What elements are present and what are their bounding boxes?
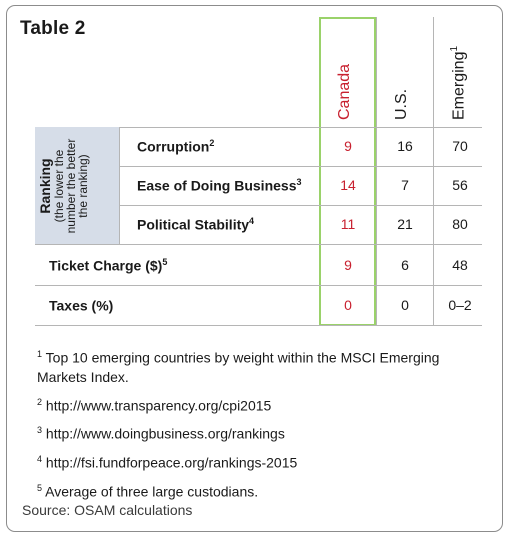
row-divider (35, 244, 482, 245)
row-divider (119, 166, 482, 167)
cell-ease-emerging: 56 (452, 177, 468, 193)
cell-stability-canada: 11 (340, 216, 356, 232)
cell-corruption-canada: 9 (344, 138, 352, 154)
column-header-emerging: Emerging1 (449, 45, 468, 120)
footnote: 5 Average of three large custodians. (37, 482, 259, 500)
row-label-ease-of-doing-business: Ease of Doing Business3 (137, 177, 302, 194)
cell-stability-emerging: 80 (452, 216, 468, 232)
source-note: Source: OSAM calculations (22, 502, 193, 518)
row-label-ticket-charge: Ticket Charge ($)5 (49, 257, 168, 274)
cell-ticket-emerging: 48 (452, 257, 468, 273)
ranking-group-label: Ranking (the lower the number the better… (37, 138, 90, 234)
cell-taxes-us: 0 (401, 297, 409, 313)
column-separator (433, 17, 434, 326)
cell-ease-us: 7 (401, 177, 409, 193)
footnote: 3 http://www.doingbusiness.org/rankings (37, 425, 285, 442)
row-divider (35, 325, 482, 326)
footnote: 2 http://www.transparency.org/cpi2015 (37, 396, 272, 414)
footnote: 1 Top 10 emerging countries by weight wi… (37, 349, 440, 385)
footnote: 4 http://fsi.fundforpeace.org/rankings-2… (37, 453, 298, 471)
row-divider (35, 285, 482, 286)
ranking-group-cell (35, 127, 119, 244)
column-separator (119, 127, 120, 244)
cell-taxes-canada: 0 (344, 297, 352, 313)
table-title: Table 2 (20, 18, 86, 39)
cell-ticket-canada: 9 (344, 257, 352, 273)
column-header-canada: Canada (336, 63, 353, 120)
column-header-us: U.S. (393, 88, 410, 120)
cell-ease-canada: 14 (340, 177, 356, 193)
cell-taxes-emerging: 0–2 (448, 297, 472, 313)
row-label-taxes: Taxes (%) (49, 297, 114, 314)
row-label-political-stability: Political Stability4 (137, 216, 255, 233)
cell-stability-us: 21 (397, 216, 413, 232)
row-divider (119, 205, 482, 206)
table-frame (6, 5, 503, 532)
row-divider (35, 127, 482, 128)
row-label-corruption: Corruption2 (137, 138, 215, 155)
cell-ticket-us: 6 (401, 257, 409, 273)
footnotes: 1 Top 10 emerging countries by weight wi… (37, 345, 487, 507)
cell-corruption-emerging: 70 (452, 138, 468, 154)
column-separator (376, 17, 377, 326)
cell-corruption-us: 16 (397, 138, 413, 154)
